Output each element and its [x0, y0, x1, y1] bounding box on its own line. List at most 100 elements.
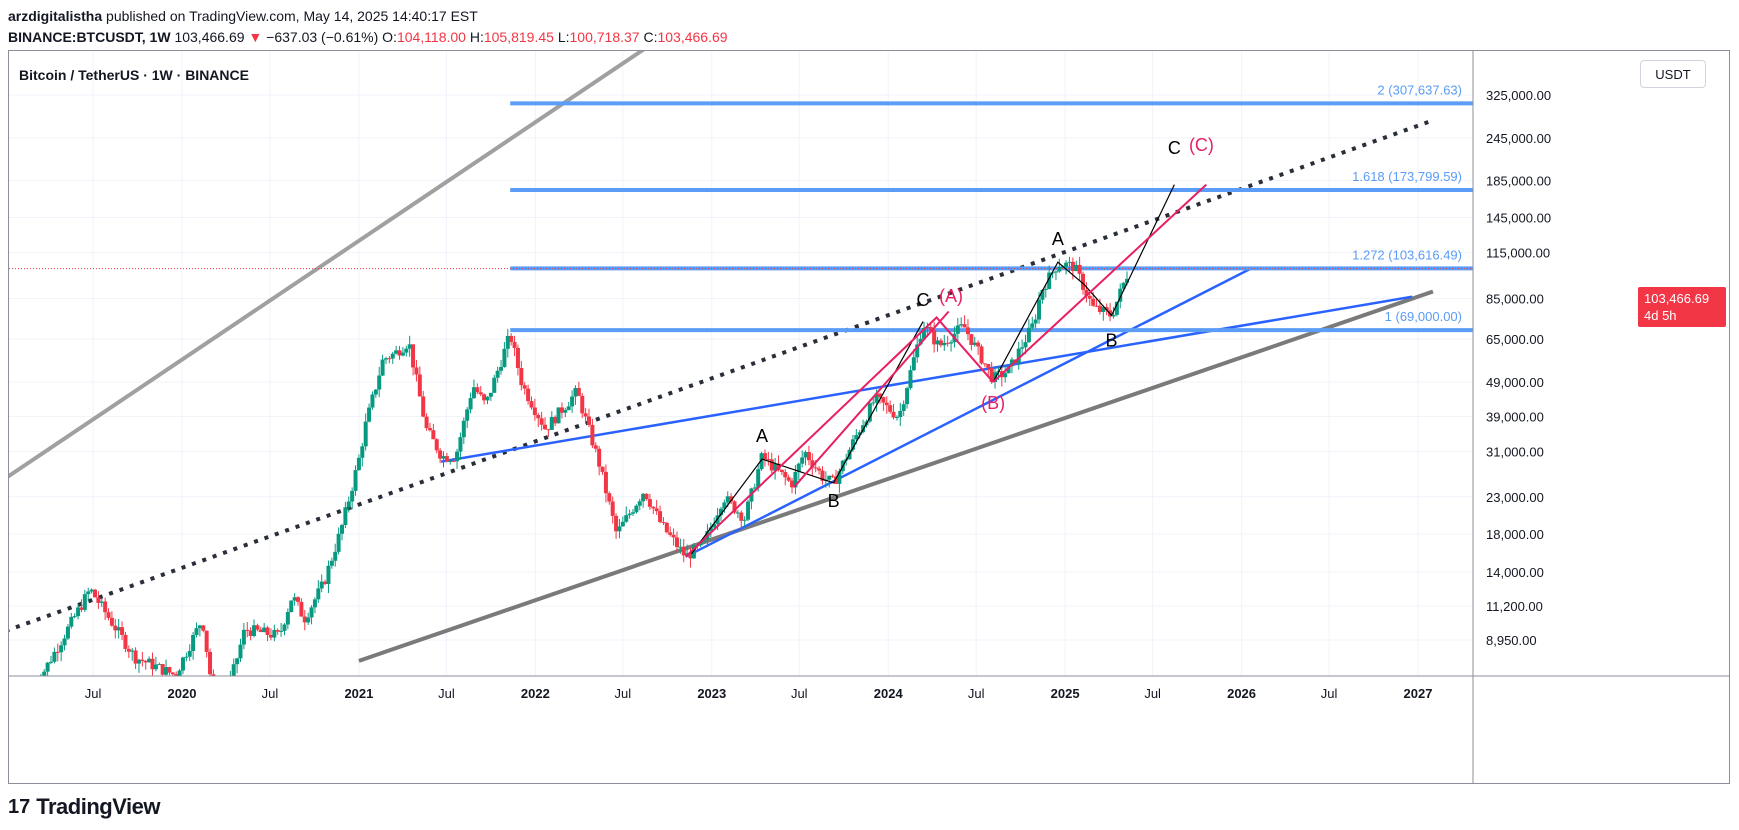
- blue-trendline-1: [440, 295, 1413, 463]
- candle-body: [1026, 327, 1031, 343]
- fib-level-label: 1.618 (173,799.59): [1352, 169, 1462, 184]
- candle-body: [333, 551, 338, 561]
- candle-body: [587, 416, 592, 425]
- candle-body: [1070, 261, 1075, 272]
- candle-body: [647, 499, 652, 507]
- candle-body: [49, 661, 54, 663]
- time-tick-label: Jul: [1321, 686, 1338, 701]
- candle-body: [265, 627, 270, 635]
- candle-body: [756, 469, 761, 488]
- candle-body: [65, 626, 70, 639]
- time-tick-label: Jul: [968, 686, 985, 701]
- candle-body: [272, 630, 277, 638]
- candle-body: [113, 625, 118, 631]
- price-tag-countdown: 4d 5h: [1644, 308, 1677, 323]
- price-tick-label: 18,000.00: [1486, 527, 1544, 542]
- candle-body: [1003, 373, 1008, 378]
- candle-body: [356, 457, 361, 471]
- candle-body: [184, 656, 189, 658]
- symbol-label[interactable]: BINANCE:BTCUSDT, 1W: [8, 29, 171, 45]
- candle-body: [965, 327, 970, 335]
- candle-body: [796, 463, 801, 472]
- candle-body: [1084, 289, 1089, 296]
- candle-body: [1020, 347, 1025, 349]
- candle-body: [417, 374, 422, 397]
- candle-body: [850, 439, 855, 450]
- price-tick-label: 39,000.00: [1486, 410, 1544, 425]
- author-name[interactable]: arzdigitalistha: [8, 8, 103, 24]
- candle-body: [116, 627, 121, 631]
- candle-body: [651, 506, 656, 509]
- candle-body: [157, 664, 162, 666]
- candle-body: [302, 616, 307, 623]
- candle-body: [96, 597, 101, 603]
- candle-body: [915, 344, 920, 358]
- time-tick-label: Jul: [262, 686, 279, 701]
- high-value: 105,819.45: [483, 29, 554, 45]
- chart-frame[interactable]: [8, 50, 1730, 784]
- price-tick-label: 31,000.00: [1486, 445, 1544, 460]
- candle-body: [103, 601, 108, 613]
- candle-body: [319, 581, 324, 589]
- candle-body: [776, 463, 781, 470]
- candle-body: [857, 432, 862, 436]
- candle-body: [52, 651, 57, 662]
- candle-body: [688, 553, 693, 559]
- red-wave-parallel: [793, 310, 950, 488]
- candle-body: [617, 526, 622, 532]
- time-tick-label: 2024: [874, 686, 904, 701]
- candle-body: [136, 659, 141, 664]
- candle-body: [329, 560, 334, 566]
- time-tick-label: Jul: [791, 686, 808, 701]
- candle-body: [174, 674, 179, 676]
- candle-body: [735, 512, 740, 514]
- candle-body: [471, 387, 476, 399]
- candle-body: [268, 634, 273, 638]
- candle-body: [746, 501, 751, 520]
- candle-body: [955, 325, 960, 334]
- candle-body: [607, 493, 612, 502]
- candle-body: [539, 418, 544, 425]
- red-wave-a-b: [684, 316, 994, 558]
- candle-body: [827, 475, 832, 480]
- candle-body: [1125, 278, 1130, 283]
- candle-body: [482, 394, 487, 401]
- tradingview-footer[interactable]: 17 TradingView: [8, 794, 160, 820]
- currency-button[interactable]: USDT: [1640, 60, 1706, 88]
- price-change: −637.03 (−0.61%): [266, 29, 379, 45]
- candle-body: [282, 624, 287, 631]
- plot-area[interactable]: 2 (307,637.63) 1.618 (173,799.59) 1.272 (1…: [6, 0, 1473, 732]
- candle-body: [42, 671, 47, 676]
- price-tick-label: 11,200.00: [1486, 599, 1543, 614]
- candle-body: [387, 358, 392, 360]
- time-tick-label: 2027: [1404, 686, 1433, 701]
- wave-label: (A): [939, 286, 963, 306]
- candle-body: [292, 597, 297, 601]
- candle-body: [800, 457, 805, 464]
- candle-body: [874, 393, 879, 403]
- candle-body: [969, 334, 974, 345]
- candle-body: [1023, 342, 1028, 348]
- candle-body: [488, 392, 493, 397]
- candle-body: [1053, 271, 1058, 273]
- wave-label: (B): [981, 393, 1005, 413]
- candle-body: [742, 519, 747, 521]
- candle-body: [986, 364, 991, 368]
- candle-body: [752, 487, 757, 489]
- candle-body: [82, 594, 87, 610]
- candle-body: [979, 346, 984, 364]
- candle-body: [228, 679, 232, 696]
- candle-body: [1101, 307, 1106, 312]
- time-tick-label: Jul: [85, 686, 102, 701]
- candle-body: [1121, 282, 1126, 289]
- candle-body: [773, 463, 778, 471]
- candle-body: [600, 466, 605, 472]
- candle-body: [306, 617, 311, 623]
- candle-body: [59, 645, 64, 653]
- candle-body: [241, 629, 246, 645]
- candle-body: [566, 406, 571, 411]
- candle-body: [499, 366, 504, 371]
- candle-body: [1060, 266, 1065, 268]
- candle-body: [208, 651, 213, 675]
